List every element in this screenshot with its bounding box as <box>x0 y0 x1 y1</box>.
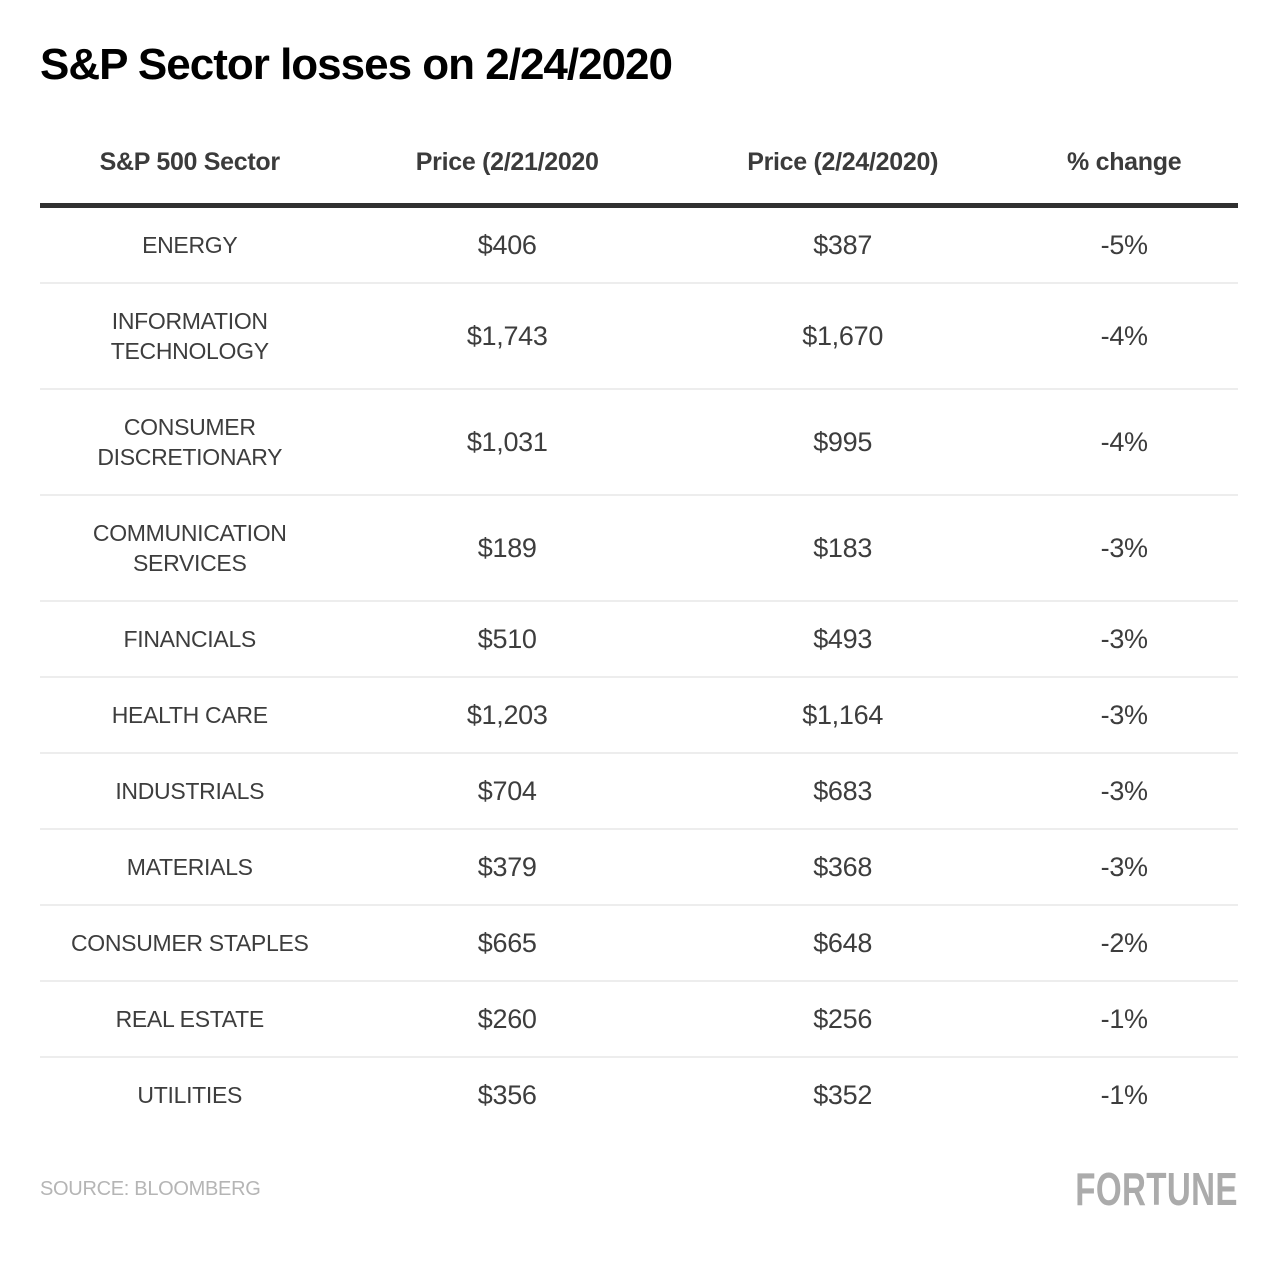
source-attribution: SOURCE: BLOOMBERG <box>40 1177 261 1200</box>
pct-change-cell: -3% <box>1100 700 1148 730</box>
chart-footer: SOURCE: BLOOMBERG FORTUNE <box>40 1162 1238 1216</box>
sector-cell: HEALTH CARE <box>40 677 340 753</box>
sector-cell: INDUSTRIALS <box>40 753 340 829</box>
sector-label: ENERGY <box>142 232 238 258</box>
price-0221-cell: $665 <box>477 928 537 958</box>
table-row: CONSUMER DISCRETIONARY $1,031 $995 -4% <box>40 389 1238 495</box>
price-0221-cell: $704 <box>477 776 537 806</box>
price-0224-cell: $256 <box>813 1004 873 1034</box>
sector-cell: REAL ESTATE <box>40 981 340 1057</box>
price-0224-cell: $493 <box>813 624 873 654</box>
table-row: INFORMATION TECHNOLOGY $1,743 $1,670 -4% <box>40 283 1238 389</box>
sector-losses-table: S&P 500 Sector Price (2/21/2020 Price (2… <box>40 124 1238 1132</box>
price-0221-cell: $379 <box>477 852 537 882</box>
sector-label: MATERIALS <box>126 854 253 880</box>
price-0224-cell: $368 <box>813 852 873 882</box>
table-row: UTILITIES $356 $352 -1% <box>40 1057 1238 1132</box>
price-0221-cell: $189 <box>477 533 537 563</box>
table-header-row: S&P 500 Sector Price (2/21/2020 Price (2… <box>40 124 1238 206</box>
table-row: ENERGY $406 $387 -5% <box>40 206 1238 284</box>
price-0221-cell: $406 <box>477 230 537 260</box>
pct-change-cell: -1% <box>1100 1004 1148 1034</box>
fortune-logo: FORTUNE <box>1075 1163 1238 1215</box>
pct-change-cell: -3% <box>1100 624 1148 654</box>
price-0224-cell: $683 <box>813 776 873 806</box>
sector-cell: ENERGY <box>40 206 340 284</box>
table-row: INDUSTRIALS $704 $683 -3% <box>40 753 1238 829</box>
sector-cell: CONSUMER DISCRETIONARY <box>40 389 340 495</box>
sector-label: UTILITIES <box>137 1082 243 1108</box>
price-0221-cell: $1,031 <box>466 427 548 457</box>
price-0224-cell: $995 <box>813 427 873 457</box>
price-0221-cell: $356 <box>477 1080 537 1110</box>
sector-label: INDUSTRIALS <box>115 778 265 804</box>
table-row: HEALTH CARE $1,203 $1,164 -3% <box>40 677 1238 753</box>
sector-label: COMMUNICATION SERVICES <box>92 520 287 576</box>
table-row: FINANCIALS $510 $493 -3% <box>40 601 1238 677</box>
price-0224-cell: $387 <box>813 230 873 260</box>
sector-label: CONSUMER STAPLES <box>70 930 309 956</box>
price-0221-cell: $1,743 <box>466 321 548 351</box>
sector-label: CONSUMER DISCRETIONARY <box>97 414 283 470</box>
sector-label: HEALTH CARE <box>111 702 268 728</box>
sector-cell: CONSUMER STAPLES <box>40 905 340 981</box>
price-0224-cell: $648 <box>813 928 873 958</box>
table-row: MATERIALS $379 $368 -3% <box>40 829 1238 905</box>
column-header-price-0224: Price (2/24/2020) <box>747 148 939 176</box>
sector-cell: COMMUNICATION SERVICES <box>40 495 340 601</box>
column-header-pct-change: % change <box>1067 148 1182 176</box>
price-0224-cell: $1,164 <box>802 700 884 730</box>
pct-change-cell: -5% <box>1100 230 1148 260</box>
table-row: COMMUNICATION SERVICES $189 $183 -3% <box>40 495 1238 601</box>
pct-change-cell: -1% <box>1100 1080 1148 1110</box>
pct-change-cell: -4% <box>1100 427 1148 457</box>
sector-label: REAL ESTATE <box>115 1006 265 1032</box>
sector-cell: MATERIALS <box>40 829 340 905</box>
sector-cell: INFORMATION TECHNOLOGY <box>40 283 340 389</box>
sector-label: INFORMATION TECHNOLOGY <box>110 308 269 364</box>
pct-change-cell: -3% <box>1100 533 1148 563</box>
column-header-sector: S&P 500 Sector <box>99 148 280 176</box>
price-0224-cell: $183 <box>813 533 873 563</box>
pct-change-cell: -4% <box>1100 321 1148 351</box>
price-0221-cell: $1,203 <box>466 700 548 730</box>
pct-change-cell: -2% <box>1100 928 1148 958</box>
table-row: REAL ESTATE $260 $256 -1% <box>40 981 1238 1057</box>
pct-change-cell: -3% <box>1100 776 1148 806</box>
price-0224-cell: $1,670 <box>802 321 884 351</box>
sector-label: FINANCIALS <box>123 626 257 652</box>
page-title: S&P Sector losses on 2/24/2020 <box>40 40 673 89</box>
column-header-price-0221: Price (2/21/2020 <box>415 148 599 176</box>
pct-change-cell: -3% <box>1100 852 1148 882</box>
sector-cell: UTILITIES <box>40 1057 340 1132</box>
table-row: CONSUMER STAPLES $665 $648 -2% <box>40 905 1238 981</box>
price-0224-cell: $352 <box>813 1080 873 1110</box>
sector-cell: FINANCIALS <box>40 601 340 677</box>
price-0221-cell: $260 <box>477 1004 537 1034</box>
price-0221-cell: $510 <box>477 624 537 654</box>
